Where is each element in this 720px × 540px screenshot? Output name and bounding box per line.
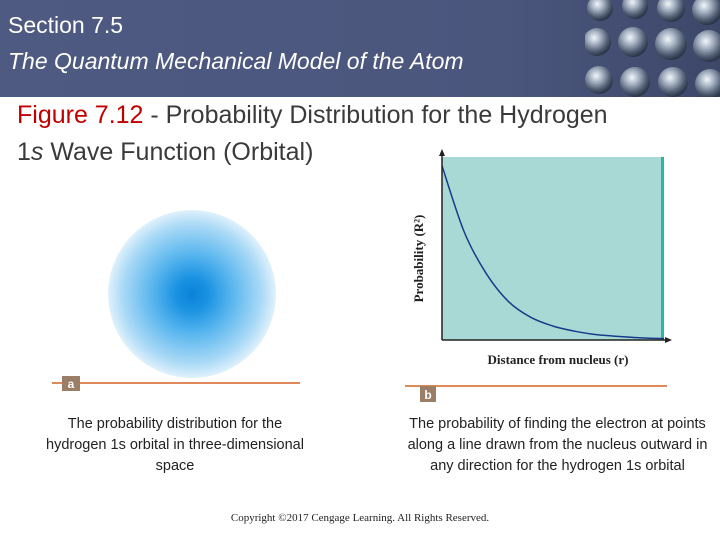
figure-title: Figure 7.12 - Probability Distribution f… <box>17 97 707 171</box>
panel-b-tag: b <box>424 388 431 402</box>
y-axis-label: Probability (R²) <box>411 215 426 303</box>
figure-title-text: - Probability Distribution for the Hydro… <box>143 101 608 129</box>
orbital-spheres-decoration <box>585 0 720 97</box>
section-title: The Quantum Mechanical Model of the Atom <box>8 48 464 74</box>
figure-title-end: Wave Function (Orbital) <box>43 138 314 166</box>
section-number: Section 7.5 <box>8 12 124 38</box>
figure-label: Figure 7.12 <box>17 101 144 129</box>
plot-area <box>442 157 664 340</box>
orbital-letter: s <box>30 138 44 166</box>
electron-cloud <box>108 210 276 378</box>
panel-a-tag: a <box>68 377 75 391</box>
x-axis-arrow <box>665 337 672 343</box>
panel-a-tag-box <box>62 376 80 391</box>
panel-b-tag-box <box>420 386 436 402</box>
y-axis-arrow <box>439 149 445 156</box>
panel-a-caption: The probability distribution for the hyd… <box>46 416 304 474</box>
orbital-prefix: 1 <box>17 138 31 166</box>
copyright-notice: Copyright ©2017 Cengage Learning. All Ri… <box>230 512 490 524</box>
panel-b-caption: The probability of finding the electron … <box>407 416 708 474</box>
x-axis-label: Distance from nucleus (r) <box>488 352 629 367</box>
plot-right-edge <box>661 157 664 340</box>
probability-curve <box>441 165 665 340</box>
slide-header: Section 7.5 The Quantum Mechanical Model… <box>0 0 720 97</box>
